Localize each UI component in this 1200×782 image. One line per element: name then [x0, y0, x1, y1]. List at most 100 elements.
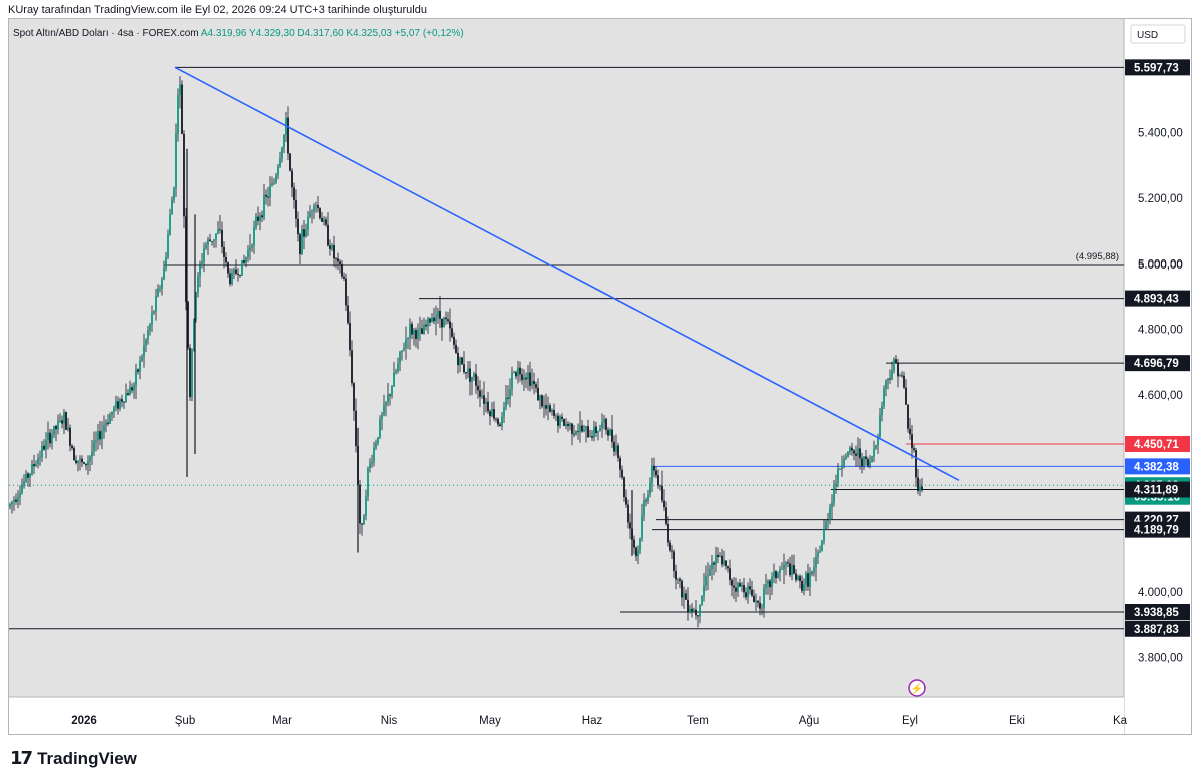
candle-body: [71, 445, 73, 449]
candle-body: [127, 393, 129, 396]
candle-body: [889, 378, 891, 380]
candle-body: [909, 428, 911, 435]
price-chart[interactable]: Spot Altın/ABD Doları · 4sa · FOREX.com …: [9, 19, 1191, 734]
candle-body: [593, 426, 595, 438]
candle-body: [371, 461, 373, 464]
candle-body: [275, 175, 277, 183]
candle-body: [457, 352, 459, 366]
candle-body: [555, 415, 557, 417]
candle-body: [135, 369, 137, 386]
candle-body: [47, 432, 49, 441]
x-tick-label: Eyl: [902, 715, 918, 727]
candle-body: [425, 324, 427, 327]
candle-body: [385, 401, 387, 405]
candle-body: [213, 239, 215, 242]
candle-body: [539, 395, 541, 401]
candle-body: [521, 374, 523, 381]
candle-body: [197, 276, 199, 293]
candle-body: [505, 397, 507, 408]
candle-body: [431, 317, 433, 323]
candle-body: [343, 276, 345, 279]
candle-body: [491, 409, 493, 417]
candle-body: [651, 465, 653, 483]
candle-body: [243, 260, 245, 263]
candle-body: [753, 595, 755, 603]
candle-body: [277, 166, 279, 176]
candle-body: [43, 445, 45, 450]
candle-body: [849, 447, 851, 452]
candle-body: [629, 522, 631, 529]
candle-body: [653, 465, 655, 471]
candle-body: [663, 500, 665, 508]
candle-body: [901, 375, 903, 377]
candle-body: [645, 500, 647, 502]
candle-body: [781, 569, 783, 570]
candle-body: [117, 401, 119, 409]
candle-body: [479, 390, 481, 397]
candle-body: [297, 218, 299, 235]
candle-body: [187, 301, 189, 348]
candle-body: [845, 456, 847, 459]
candle-body: [455, 344, 457, 353]
candle-body: [409, 323, 411, 339]
price-axis-label: 4.696,79: [1125, 355, 1190, 372]
candle-body: [157, 288, 159, 297]
candle-body: [307, 217, 309, 230]
candle-body: [57, 420, 59, 430]
candle-body: [173, 187, 175, 200]
candle-body: [279, 158, 281, 167]
candle-body: [725, 560, 727, 567]
time-axis-panel: [9, 697, 1124, 734]
candle-body: [27, 473, 29, 478]
candle-body: [295, 200, 297, 219]
candle-body: [733, 585, 735, 588]
candle-body: [393, 372, 395, 387]
y-tick-label: 4.000,00: [1138, 587, 1183, 599]
tradingview-logo[interactable]: 17 TradingView: [10, 748, 137, 769]
candle-body: [721, 555, 723, 565]
candle-body: [499, 424, 501, 427]
candle-body: [913, 448, 915, 451]
candle-body: [415, 330, 417, 339]
candle-body: [237, 273, 239, 275]
candle-body: [421, 328, 423, 334]
candle-body: [271, 183, 273, 186]
candle-body: [225, 256, 227, 263]
candle-body: [727, 566, 729, 569]
candle-body: [181, 84, 183, 134]
candle-body: [23, 481, 25, 486]
candle-body: [201, 261, 203, 266]
candle-body: [885, 380, 887, 389]
candle-body: [199, 265, 201, 277]
candle-body: [817, 552, 819, 557]
candle-body: [377, 437, 379, 443]
candle-body: [801, 581, 803, 591]
candle-body: [459, 357, 461, 366]
candle-body: [363, 516, 365, 525]
candle-body: [291, 170, 293, 188]
candle-body: [273, 182, 275, 184]
candle-body: [69, 427, 71, 446]
price-axis-label-bg: [1125, 59, 1190, 76]
candle-body: [515, 372, 517, 377]
candle-body: [121, 399, 123, 402]
candle-body: [583, 429, 585, 432]
candle-body: [397, 363, 399, 372]
price-axis-label-text: 4.893,43: [1134, 294, 1179, 306]
candle-body: [395, 371, 397, 373]
candle-body: [825, 521, 827, 530]
candle-body: [613, 441, 615, 452]
candle-body: [541, 395, 543, 407]
price-axis-label-bg: [1125, 355, 1190, 372]
candle-body: [163, 268, 165, 280]
candle-body: [523, 377, 525, 381]
candle-body: [891, 370, 893, 379]
candle-body: [657, 475, 659, 486]
candle-body: [667, 523, 669, 543]
candle-body: [183, 133, 185, 217]
candle-body: [739, 583, 741, 587]
candle-body: [263, 194, 265, 218]
candle-body: [575, 431, 577, 435]
price-axis-label-bg: [1125, 458, 1190, 475]
candle-body: [191, 349, 193, 398]
